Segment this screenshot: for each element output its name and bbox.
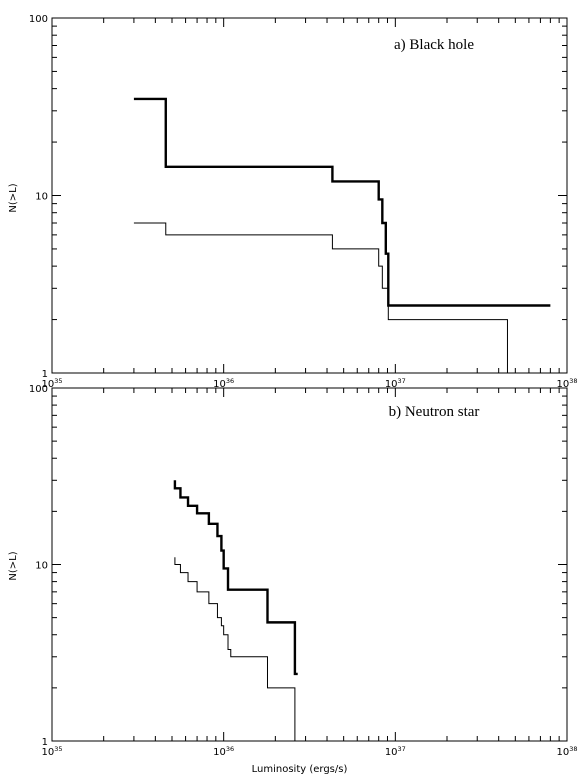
series-thin-line — [174, 557, 296, 741]
x-tick-label: 1035 — [41, 377, 62, 390]
x-tick-label: 1037 — [385, 377, 406, 390]
series-thick-line — [133, 97, 551, 307]
x-tick-label: 1037 — [385, 745, 406, 758]
y-tick-label: 100 — [29, 384, 48, 395]
series-thin-line — [133, 222, 508, 373]
y-axis-label: N(>L) — [8, 551, 19, 580]
x-axis-label: Luminosity (ergs/s) — [252, 764, 348, 775]
x-tick-label: 1038 — [556, 745, 577, 758]
y-tick-label: 10 — [35, 192, 48, 203]
x-tick-label: 1036 — [213, 745, 234, 758]
x-tick-label: 1036 — [213, 377, 234, 390]
panel-title: b) Neutron star — [389, 404, 480, 420]
series-thick-line — [173, 480, 298, 676]
panel-black-hole: 1035 1036 1037 1038 1 10 100 N(>L) a) Black hole — [8, 14, 578, 390]
x-tick-label: 1038 — [556, 377, 577, 390]
y-tick-label: 1 — [42, 369, 48, 380]
y-tick-label: 100 — [29, 14, 48, 25]
panel-title: a) Black hole — [394, 37, 474, 53]
y-tick-label: 10 — [35, 561, 48, 572]
plot-frame — [51, 387, 568, 742]
y-tick-label: 1 — [42, 737, 48, 748]
x-tick-label: 1035 — [41, 745, 62, 758]
panel-neutron-star: 1035 1036 1037 1038 1 10 100 N(>L) Luminosity (e… — [8, 384, 578, 775]
y-axis-label: N(>L) — [8, 183, 19, 212]
